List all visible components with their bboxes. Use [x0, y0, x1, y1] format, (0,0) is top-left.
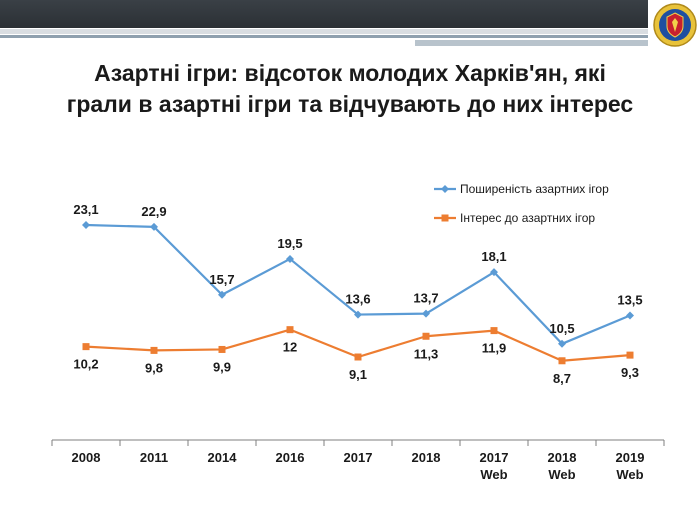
data-label: 19,5: [277, 236, 302, 251]
legend-label: Поширеність азартних ігор: [460, 182, 609, 196]
legend: Поширеність азартних ігор Інтерес до азар…: [434, 182, 609, 225]
x-tick-label: 2017: [344, 450, 373, 465]
title-line-1: Азартні ігри: відсоток молодих Харків'ян…: [94, 60, 606, 86]
data-point: [150, 222, 158, 231]
legend-marker: [441, 214, 449, 222]
data-point: [422, 332, 430, 340]
data-label: 9,3: [621, 365, 639, 380]
data-point: [286, 254, 294, 263]
x-tick-label: 2011: [140, 450, 168, 465]
data-label: 22,9: [141, 204, 166, 219]
data-label: 11,9: [482, 341, 507, 356]
header-stripe: [0, 29, 648, 34]
data-point: [422, 309, 430, 318]
data-point: [82, 343, 90, 351]
data-point: [286, 326, 294, 334]
data-point: [218, 345, 226, 353]
data-label: 9,8: [145, 360, 163, 375]
header-stripe: [0, 35, 648, 38]
data-label: 13,6: [345, 292, 370, 307]
data-label: 23,1: [73, 202, 98, 217]
data-label: 9,1: [349, 367, 367, 382]
data-point: [626, 311, 634, 320]
title-line-2: грали в азартні ігри та відчувають до ни…: [66, 91, 634, 117]
data-point: [626, 351, 634, 359]
data-label: 8,7: [553, 371, 571, 386]
x-tick-label: 2018: [412, 450, 441, 465]
data-point: [490, 327, 498, 335]
data-label: 11,3: [414, 346, 439, 361]
header-banner: [0, 0, 648, 28]
data-label: 13,5: [617, 293, 642, 308]
data-point: [490, 268, 498, 277]
data-label: 15,7: [209, 272, 234, 287]
data-label: 9,9: [213, 359, 231, 374]
page-title: Азартні ігри: відсоток молодих Харків'ян…: [0, 58, 700, 120]
data-point: [218, 290, 226, 299]
legend-marker: [441, 185, 449, 193]
data-label: 10,5: [549, 321, 574, 336]
data-label: 18,1: [481, 249, 506, 264]
data-label: 12: [283, 340, 297, 355]
x-tick-label: 2016: [276, 450, 305, 465]
x-tick-label: 2019 Web: [616, 450, 645, 482]
data-point: [354, 353, 362, 361]
legend-label: Інтерес до азартних ігор: [460, 211, 595, 225]
data-point: [150, 346, 158, 354]
data-label: 10,2: [73, 357, 98, 372]
x-tick-label: 2017 Web: [480, 450, 509, 482]
data-label: 13,7: [413, 291, 438, 306]
x-tick-label: 2018 Web: [548, 450, 577, 482]
x-tick-label: 2008: [72, 450, 101, 465]
header-stripe: [415, 40, 648, 46]
emblem-icon: [653, 3, 697, 47]
data-point: [558, 339, 566, 348]
data-point: [354, 310, 362, 319]
data-point: [82, 221, 90, 229]
x-tick-label: 2014: [208, 450, 238, 465]
data-point: [558, 357, 566, 365]
